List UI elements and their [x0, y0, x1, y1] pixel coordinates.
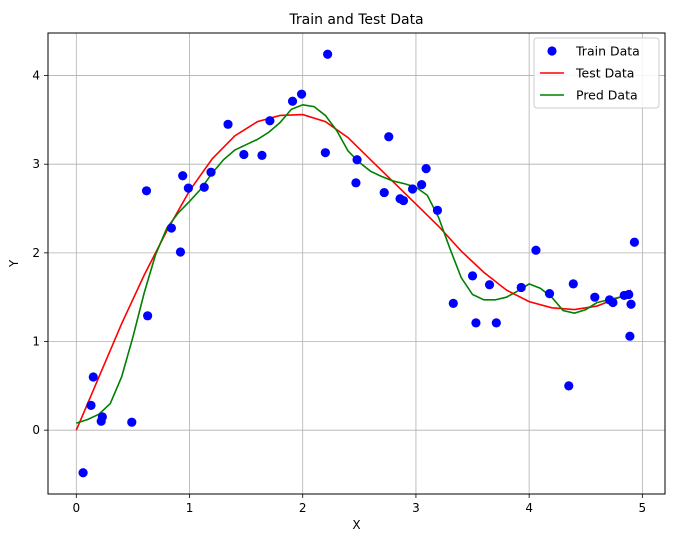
scatter-point — [127, 417, 137, 427]
x-tick-label: 5 — [639, 501, 647, 515]
y-tick-label: 0 — [32, 423, 40, 437]
scatter-point — [471, 318, 481, 328]
scatter-point — [516, 282, 526, 293]
x-tick-label: 4 — [525, 501, 533, 515]
scatter-point — [625, 331, 635, 341]
legend-marker — [547, 46, 557, 56]
scatter-point — [239, 149, 249, 160]
scatter-point — [432, 205, 443, 215]
scatter-point — [568, 279, 578, 289]
scatter-point — [141, 186, 152, 196]
legend: Train Data Test Data Pred Data — [533, 37, 660, 109]
scatter-point — [448, 298, 458, 308]
y-tick-label: 2 — [32, 246, 40, 260]
y-tick-label: 4 — [32, 69, 40, 83]
scatter-point — [398, 195, 409, 206]
legend-label: Test Data — [575, 66, 634, 81]
scatter-point — [175, 247, 186, 257]
scatter-point — [320, 148, 330, 158]
scatter-point — [608, 297, 618, 308]
scatter-point — [417, 180, 427, 190]
scatter-point — [86, 400, 96, 410]
x-tick-label: 3 — [412, 501, 420, 515]
chart-title: Train and Test Data — [288, 12, 423, 28]
scatter-point — [351, 178, 361, 188]
grid — [48, 33, 665, 494]
scatter-point — [531, 245, 541, 255]
scatter-point — [484, 280, 495, 290]
legend-box — [533, 37, 660, 109]
scatter-point — [564, 381, 574, 391]
scatter-point — [78, 468, 88, 478]
legend-label: Train Data — [575, 44, 640, 59]
scatter-point — [143, 311, 153, 321]
scatter-point — [544, 289, 555, 299]
scatter-point — [626, 299, 636, 309]
scatter-point — [384, 132, 394, 142]
scatter-point — [223, 119, 233, 129]
scatter-point — [97, 412, 107, 422]
scatter-point — [352, 155, 362, 165]
scatter-point — [467, 271, 478, 281]
scatter-point — [287, 96, 298, 106]
plot-frame — [47, 32, 666, 495]
ticks: 0 1 2 3 4 5 0 1 2 3 4 — [32, 69, 646, 515]
scatter-point — [199, 182, 209, 192]
scatter-point — [265, 116, 275, 126]
scatter-point — [629, 237, 640, 247]
scatter-point — [178, 171, 188, 181]
scatter-point — [183, 183, 193, 193]
y-tick-label: 1 — [32, 335, 40, 349]
scatter-point — [257, 150, 267, 160]
y-axis-label: Y — [7, 259, 21, 268]
scatter-point — [491, 318, 501, 328]
scatter-point — [624, 289, 634, 300]
x-axis-label: X — [352, 518, 360, 532]
scatter-point — [323, 49, 333, 59]
scatter-point — [590, 292, 600, 302]
scatter-point — [421, 164, 431, 174]
scatter-point — [166, 223, 176, 233]
legend-label: Pred Data — [576, 88, 638, 103]
scatter-point — [379, 187, 389, 198]
x-tick-label: 0 — [72, 501, 80, 515]
scatter-point — [296, 89, 307, 99]
scatter-point — [88, 372, 98, 382]
scatter-point — [206, 167, 216, 177]
x-tick-label: 2 — [299, 501, 307, 515]
y-tick-label: 3 — [32, 157, 40, 171]
scatter-point — [407, 184, 418, 194]
series-line-pred-data — [76, 103, 632, 424]
plot-area — [75, 49, 640, 478]
x-tick-label: 1 — [186, 501, 194, 515]
